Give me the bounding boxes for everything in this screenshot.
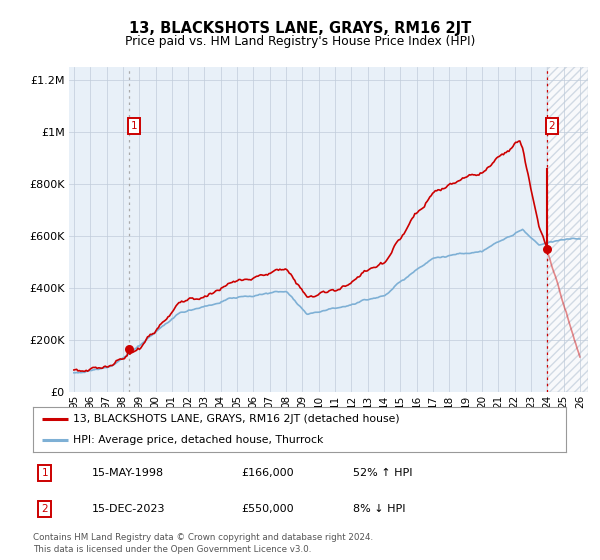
Text: £550,000: £550,000 bbox=[241, 504, 293, 514]
Text: 8% ↓ HPI: 8% ↓ HPI bbox=[353, 504, 405, 514]
Text: Price paid vs. HM Land Registry's House Price Index (HPI): Price paid vs. HM Land Registry's House … bbox=[125, 35, 475, 48]
Text: 13, BLACKSHOTS LANE, GRAYS, RM16 2JT (detached house): 13, BLACKSHOTS LANE, GRAYS, RM16 2JT (de… bbox=[73, 414, 400, 424]
Text: 15-MAY-1998: 15-MAY-1998 bbox=[92, 468, 164, 478]
Text: 1: 1 bbox=[41, 468, 48, 478]
Text: 13, BLACKSHOTS LANE, GRAYS, RM16 2JT: 13, BLACKSHOTS LANE, GRAYS, RM16 2JT bbox=[129, 21, 471, 36]
Bar bbox=[547, 67, 588, 392]
Text: 1: 1 bbox=[131, 122, 137, 131]
Text: 2: 2 bbox=[548, 122, 555, 131]
Text: Contains HM Land Registry data © Crown copyright and database right 2024.
This d: Contains HM Land Registry data © Crown c… bbox=[33, 533, 373, 554]
Text: 52% ↑ HPI: 52% ↑ HPI bbox=[353, 468, 412, 478]
Text: HPI: Average price, detached house, Thurrock: HPI: Average price, detached house, Thur… bbox=[73, 435, 323, 445]
Text: 2: 2 bbox=[41, 504, 48, 514]
Text: £166,000: £166,000 bbox=[241, 468, 293, 478]
Text: 15-DEC-2023: 15-DEC-2023 bbox=[92, 504, 165, 514]
